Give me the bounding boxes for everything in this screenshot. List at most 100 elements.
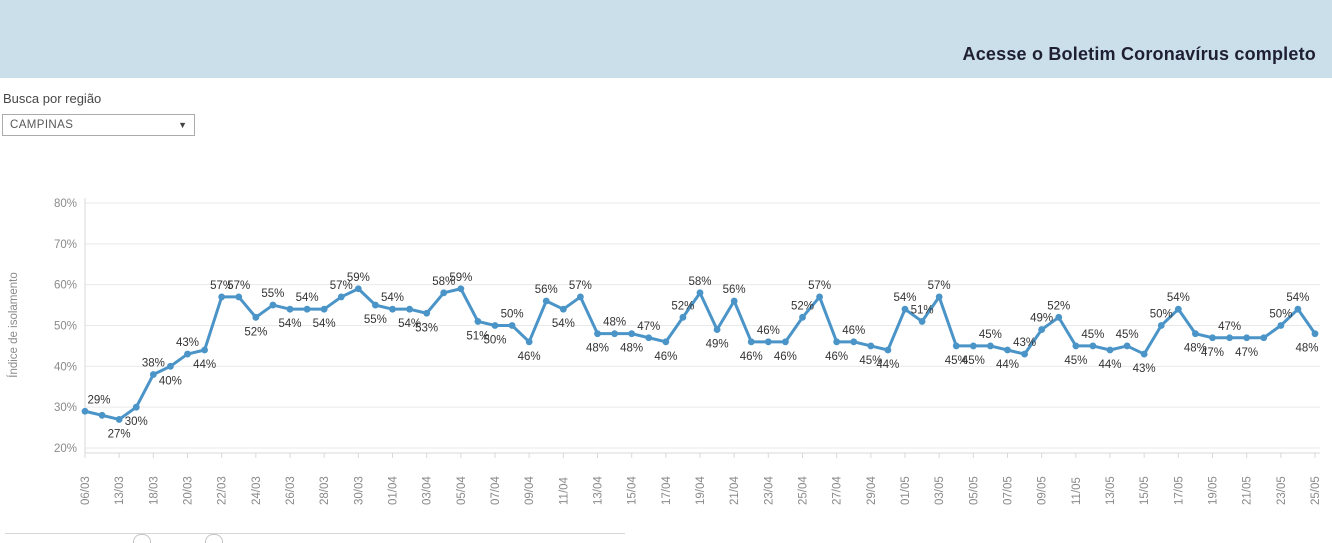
data-point[interactable] [372, 301, 379, 309]
data-point[interactable] [1209, 334, 1216, 342]
data-point[interactable] [286, 305, 294, 313]
x-tick-label: 11/04 [558, 476, 570, 505]
data-point-label: 57% [227, 280, 250, 292]
data-point[interactable] [389, 305, 396, 313]
data-point-label: 38% [142, 358, 165, 370]
data-point[interactable] [713, 326, 721, 333]
data-point[interactable] [184, 350, 191, 358]
data-point[interactable] [457, 285, 465, 293]
banner-link-boletim[interactable]: Acesse o Boletim Coronavírus completo [962, 44, 1316, 64]
data-point[interactable] [935, 293, 943, 301]
data-point[interactable] [764, 338, 772, 346]
data-point-label: 45% [1081, 329, 1104, 341]
data-point[interactable] [799, 313, 806, 321]
x-tick-label: 23/04 [763, 476, 775, 505]
x-tick-label: 25/05 [1310, 476, 1322, 505]
data-point[interactable] [201, 346, 208, 354]
data-point[interactable] [1260, 334, 1268, 342]
data-point-label: 27% [108, 428, 131, 440]
data-point[interactable] [167, 362, 174, 370]
data-point[interactable] [406, 305, 413, 313]
data-point[interactable] [730, 297, 738, 305]
data-point[interactable] [525, 338, 533, 346]
data-point[interactable] [337, 293, 345, 301]
data-point-label: 43% [176, 337, 199, 349]
data-point[interactable] [1157, 322, 1165, 329]
data-point[interactable] [269, 301, 277, 309]
data-point[interactable] [508, 322, 516, 329]
data-point[interactable] [611, 330, 618, 338]
x-tick-label: 26/03 [285, 476, 297, 505]
data-point[interactable] [1294, 305, 1302, 313]
data-point[interactable] [867, 342, 875, 350]
data-point[interactable] [645, 334, 653, 342]
data-point[interactable] [594, 330, 601, 338]
data-point[interactable] [628, 330, 636, 338]
data-point[interactable] [1004, 346, 1011, 354]
data-point[interactable] [969, 342, 977, 350]
y-tick-label: 20% [54, 443, 77, 455]
data-point[interactable] [132, 403, 140, 411]
data-point-label: 57% [928, 280, 951, 292]
data-point[interactable] [81, 407, 89, 415]
data-point[interactable] [440, 289, 448, 297]
data-point[interactable] [542, 297, 550, 305]
data-point[interactable] [1226, 334, 1233, 342]
data-point[interactable] [115, 416, 123, 423]
x-tick-label: 29/04 [866, 476, 878, 505]
region-dropdown[interactable]: CAMPINAS ▼ [2, 114, 195, 136]
data-point[interactable] [679, 313, 687, 321]
data-point[interactable] [1123, 342, 1131, 350]
data-point[interactable] [1174, 305, 1182, 313]
data-point[interactable] [491, 322, 499, 329]
data-point[interactable] [884, 346, 892, 354]
data-point[interactable] [423, 309, 431, 317]
data-point[interactable] [782, 338, 789, 346]
chevron-down-icon: ▼ [178, 120, 187, 130]
data-point[interactable] [1038, 326, 1046, 333]
data-point[interactable] [354, 285, 362, 293]
x-tick-label: 07/05 [1003, 476, 1015, 505]
data-point[interactable] [1277, 322, 1285, 329]
data-point[interactable] [833, 338, 841, 346]
data-point[interactable] [1072, 342, 1080, 350]
data-point[interactable] [1055, 313, 1063, 321]
data-point[interactable] [235, 293, 243, 301]
data-point[interactable] [816, 293, 823, 301]
data-point-label: 57% [210, 280, 233, 292]
data-point[interactable] [218, 293, 226, 301]
data-point[interactable] [474, 318, 482, 325]
data-point[interactable] [577, 293, 584, 301]
data-point[interactable] [1311, 330, 1319, 338]
data-point[interactable] [747, 338, 755, 346]
data-point[interactable] [303, 305, 311, 313]
data-point[interactable] [987, 342, 994, 350]
data-point-label: 46% [825, 351, 848, 363]
data-point[interactable] [918, 318, 926, 325]
data-point[interactable] [662, 338, 670, 346]
data-point[interactable] [1243, 334, 1251, 342]
data-point[interactable] [1140, 350, 1148, 358]
data-point-label: 45% [962, 355, 985, 367]
data-point[interactable] [98, 411, 106, 419]
data-point-label: 49% [706, 339, 729, 351]
data-point[interactable] [1192, 330, 1199, 338]
data-point[interactable] [559, 305, 567, 313]
data-point[interactable] [850, 338, 858, 346]
data-point[interactable] [901, 305, 909, 313]
data-point[interactable] [1021, 350, 1028, 358]
data-point-label: 45% [979, 329, 1002, 341]
data-point-label: 54% [893, 292, 916, 304]
data-point[interactable] [952, 342, 960, 350]
data-point-label: 43% [1133, 363, 1156, 375]
y-tick-label: 30% [54, 402, 77, 414]
data-point-label: 47% [637, 321, 660, 333]
cutoff-element-edge [5, 533, 625, 540]
data-point[interactable] [252, 313, 260, 321]
data-point-label: 55% [261, 288, 284, 300]
data-point[interactable] [149, 371, 157, 378]
data-point[interactable] [320, 305, 328, 313]
data-point[interactable] [1089, 342, 1097, 350]
data-point[interactable] [696, 289, 704, 297]
data-point[interactable] [1106, 346, 1114, 354]
